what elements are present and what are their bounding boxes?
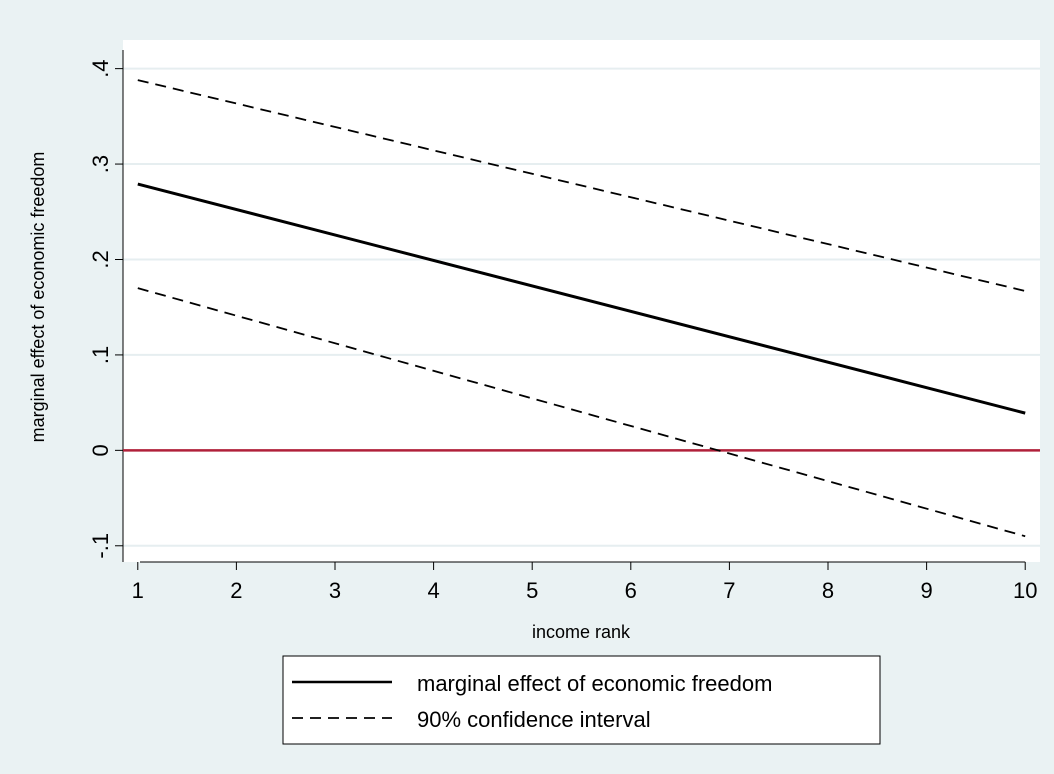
x-tick-label: 9: [920, 578, 932, 603]
series: [123, 79, 1040, 538]
plot-area: [123, 40, 1040, 562]
y-tick-label: -.1: [88, 533, 113, 559]
y-tick-label: .2: [88, 250, 113, 268]
legend: marginal effect of economic freedom 90% …: [282, 655, 881, 745]
axes: -.1 0 .1 .2 .3 .4 1 2 3 4 5 6 7 8 9 10: [88, 50, 1037, 603]
legend-box: [282, 655, 881, 745]
x-tick-label: 10: [1013, 578, 1037, 603]
x-tick-label: 5: [526, 578, 538, 603]
x-tick-label: 6: [625, 578, 637, 603]
gridlines: [123, 67, 1040, 547]
x-tick-label: 1: [132, 578, 144, 603]
y-tick-label: .1: [88, 346, 113, 364]
legend-entry-ci: 90% confidence interval: [417, 707, 651, 732]
y-axis-label: marginal effect of economic freedom: [28, 152, 48, 443]
x-tick-label: 8: [822, 578, 834, 603]
legend-entry-estimate: marginal effect of economic freedom: [417, 671, 772, 696]
y-tick-label: 0: [88, 444, 113, 456]
x-tick-label: 7: [723, 578, 735, 603]
x-tick-label: 4: [427, 578, 439, 603]
x-tick-label: 3: [329, 578, 341, 603]
marginal-effect-line: [137, 182, 1026, 415]
y-tick-label: .3: [88, 155, 113, 173]
y-tick-label: .4: [88, 59, 113, 77]
ci-lower-line: [137, 287, 1026, 538]
ci-upper-line: [137, 79, 1026, 292]
x-axis-label: income rank: [532, 622, 631, 642]
x-tick-label: 2: [230, 578, 242, 603]
